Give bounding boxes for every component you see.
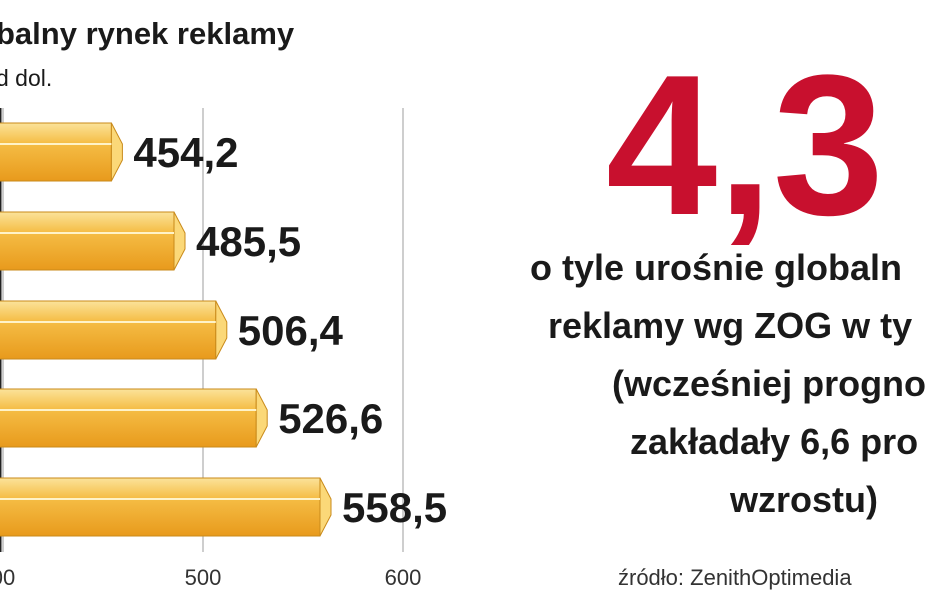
chart-subtitle: d dol. <box>0 65 52 91</box>
bar <box>0 211 175 271</box>
bar <box>0 300 217 360</box>
value-label: 485,5 <box>196 218 301 265</box>
bar-cap <box>173 211 186 271</box>
bar-cap <box>319 477 332 537</box>
chart-title: balny rynek reklamy <box>0 16 295 51</box>
note-line: o tyle urośnie globaln <box>530 247 902 288</box>
headline: 4,3 p <box>606 34 948 257</box>
x-tick-label: 500 <box>185 565 222 590</box>
note-line: wzrostu) <box>729 479 878 520</box>
bar <box>0 477 321 537</box>
value-label: 558,5 <box>342 484 447 531</box>
bar-cap <box>110 122 123 182</box>
x-tick-label: 00 <box>0 565 15 590</box>
note-line: reklamy wg ZOG w ty <box>548 305 912 346</box>
bar-cap <box>215 300 228 360</box>
note-line: zakładały 6,6 pro <box>630 421 918 462</box>
source: źródło: ZenithOptimedia <box>618 565 852 590</box>
x-tick-label: 600 <box>385 565 422 590</box>
bar <box>0 122 112 182</box>
bar-cap <box>255 388 268 448</box>
value-label: 526,6 <box>278 395 383 442</box>
bar <box>0 388 257 448</box>
value-label: 506,4 <box>238 307 344 354</box>
value-label: 454,2 <box>133 129 238 176</box>
note-line: (wcześniej progno <box>612 363 926 404</box>
